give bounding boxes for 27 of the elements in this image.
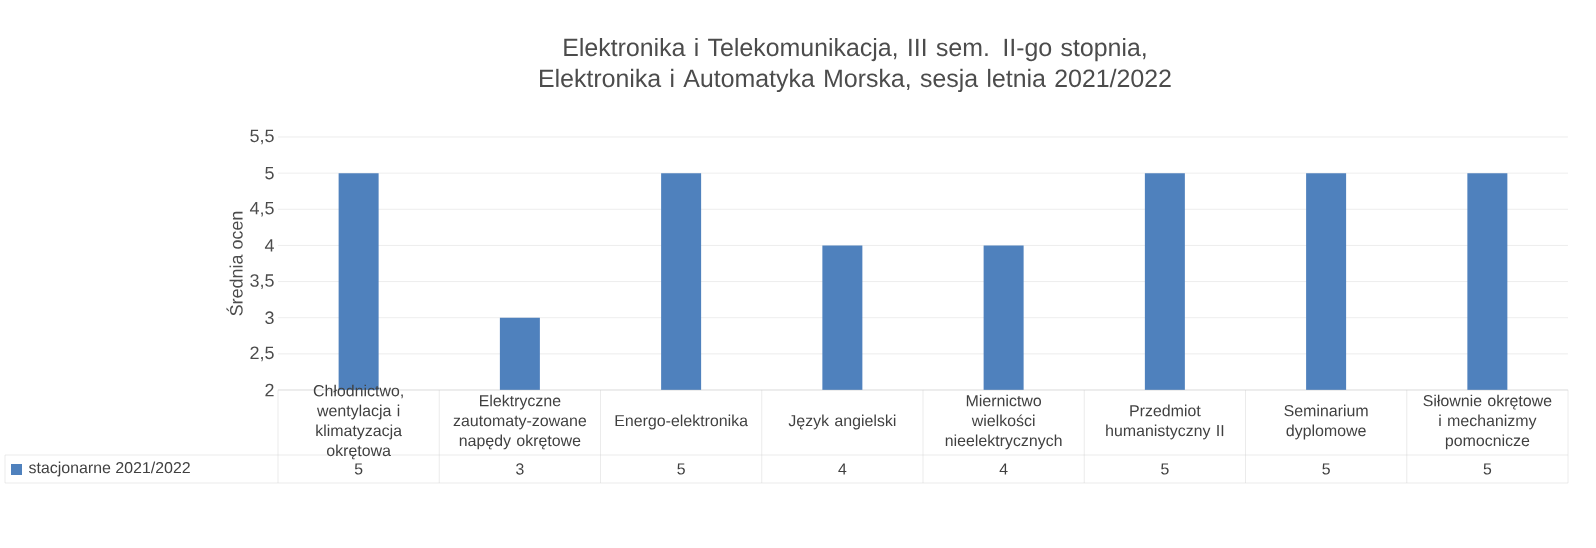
legend-label: stacjonarne 2021/2022 [28, 461, 190, 477]
data-label: 4 [838, 463, 847, 475]
x-tick-label: Przedmiot humanistyczny II [1106, 404, 1224, 440]
data-label: 5 [677, 463, 685, 475]
y-tick-label: 4,5 [249, 201, 274, 217]
data-label: 5 [354, 463, 363, 475]
data-label: 3 [516, 463, 524, 475]
data-label: 4 [999, 463, 1008, 475]
data-label: 5 [1161, 463, 1169, 475]
x-tick-label: Miernictwo wielkości nieelektrycznych [945, 394, 1062, 450]
y-tick-label: 2,5 [250, 346, 274, 362]
y-tick-label: 5 [265, 166, 274, 180]
x-tick-label: Chłodnictwo, wentylacja i klimatyzacja okrętowa [313, 384, 403, 460]
x-tick-label: Seminarium dyplomowe [1284, 404, 1368, 440]
x-tick-label: Język angielski [788, 414, 896, 430]
y-tick-label: 2 [265, 383, 274, 397]
data-label: 5 [1483, 463, 1492, 475]
y-tick-label: 3,5 [250, 274, 274, 289]
y-tick-label: 5,5 [250, 129, 274, 145]
y-axis-title: Średnia ocen [226, 211, 243, 316]
y-tick-label: 4 [264, 239, 274, 252]
data-label: 5 [1322, 463, 1330, 475]
x-tick-label: Energo-elektronika [615, 414, 748, 430]
y-tick-label: 3 [265, 311, 274, 325]
x-tick-label: Elektryczne zautomaty-zowane napędy okrętowe [453, 394, 587, 450]
chart-title: Elektronika i Telekomunikacja, III sem. II-go stopnia, Elektronika i Automatyka Morska, sesja letnia 2021/2022 [540, 37, 1171, 93]
x-tick-label: Siłownie okrętowe i mechanizmy pomocnicze [1423, 394, 1552, 450]
